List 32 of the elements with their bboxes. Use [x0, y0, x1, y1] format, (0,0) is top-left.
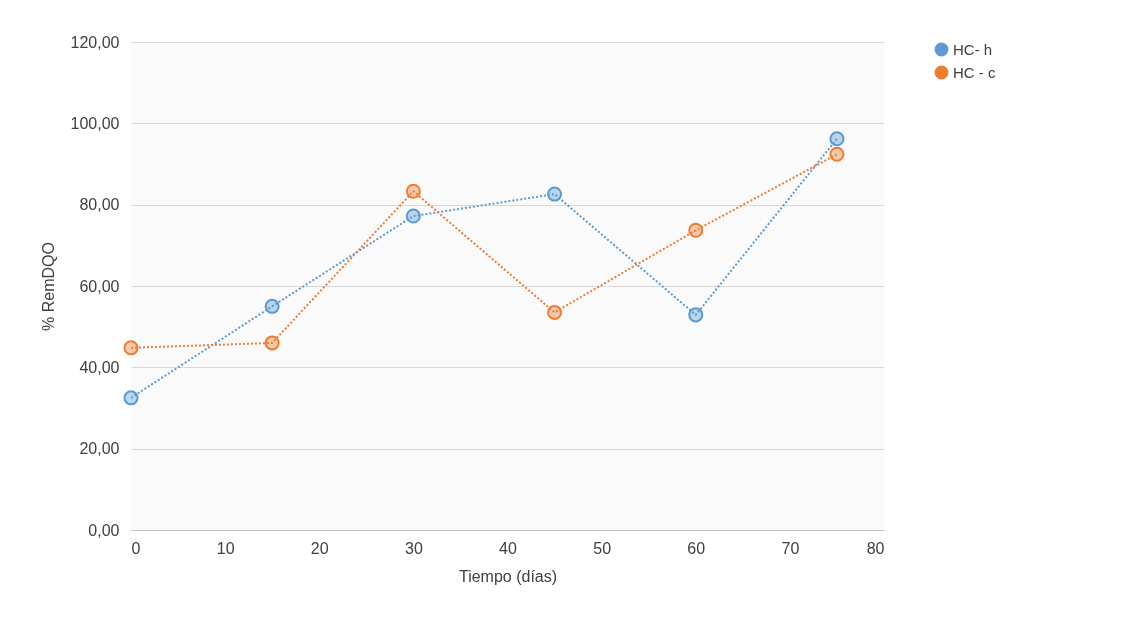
x-tick-label: 30 [404, 539, 423, 557]
point [264, 298, 280, 314]
point [123, 390, 139, 406]
point [264, 335, 280, 351]
y-axis-title: % RemDQO [39, 242, 57, 331]
point [688, 222, 704, 238]
y-tick-label: 100,00 [70, 114, 120, 132]
point [405, 183, 421, 199]
point [547, 304, 563, 320]
point [123, 340, 139, 356]
point [829, 131, 845, 147]
y-tick-label: 80,00 [79, 196, 120, 214]
x-axis-title: Tiempo (días) [458, 567, 558, 585]
x-tick-label: 10 [216, 539, 235, 557]
x-tick-label: 50 [593, 539, 612, 557]
y-tick-label: 0,00 [88, 521, 120, 539]
point [547, 186, 563, 202]
point [405, 208, 421, 224]
x-tick-label: 70 [781, 539, 800, 557]
x-tick-label: 20 [310, 539, 329, 557]
point [688, 307, 704, 323]
legend-label: HC- h [953, 40, 993, 58]
x-tick-label: 60 [687, 539, 706, 557]
x-tick-label: 80 [866, 539, 885, 557]
point [829, 146, 845, 162]
y-tick-label: 60,00 [79, 277, 120, 295]
x-tick-label: 40 [499, 539, 517, 557]
y-tick-label: 40,00 [79, 358, 120, 376]
legend-label: HC - c [953, 63, 996, 81]
x-tick-label: 0 [131, 539, 141, 557]
y-tick-label: 120,00 [70, 33, 120, 51]
y-tick-label: 20,00 [79, 440, 120, 458]
